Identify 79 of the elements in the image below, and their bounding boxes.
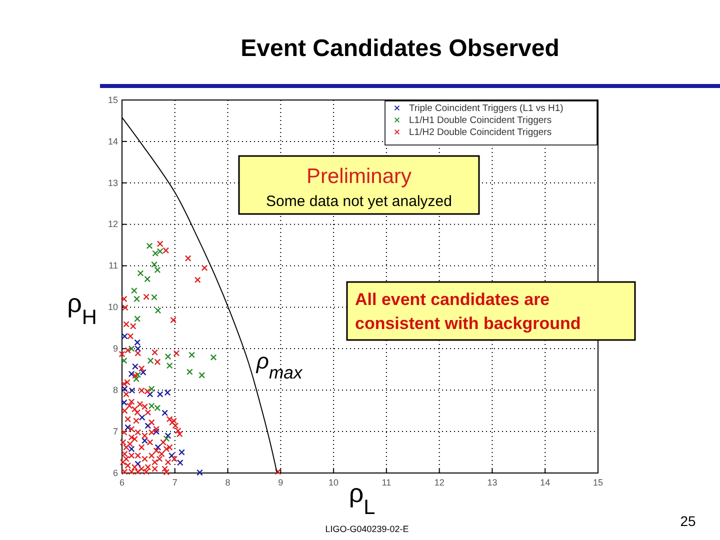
point — [144, 276, 151, 282]
y-tick-label: 7 — [112, 426, 118, 436]
point — [153, 428, 160, 435]
x-tick-label: 13 — [487, 477, 498, 488]
note-box: All event candidates are consistent with background — [346, 281, 636, 341]
point — [142, 437, 148, 444]
point — [138, 414, 146, 421]
point — [124, 424, 132, 431]
point — [128, 446, 135, 452]
point — [148, 386, 155, 392]
x-tick-label: 9 — [278, 477, 284, 488]
point — [162, 410, 168, 416]
y-tick-label: 11 — [108, 260, 118, 271]
y-tick-label: 8 — [112, 384, 118, 395]
point — [178, 449, 185, 456]
point — [154, 266, 161, 274]
x-tick-label: 14 — [540, 477, 550, 488]
point — [128, 345, 135, 352]
text: LIGO-G040239-02-E — [325, 524, 409, 534]
point — [164, 432, 172, 439]
point — [176, 459, 184, 466]
y-tick-label: 6 — [112, 468, 118, 478]
annotation: All event candidates are consistent with background — [355, 290, 581, 333]
chart-title: Event Candidates Observed — [240, 35, 560, 62]
point — [121, 333, 128, 340]
point — [120, 357, 128, 364]
x-tick-label: 15 — [592, 477, 604, 488]
point — [137, 270, 144, 276]
annotation: Some data not yet analyzed — [266, 193, 452, 210]
point — [186, 368, 193, 376]
point — [198, 372, 206, 378]
series-label: ρ$_{max}$ — [255, 348, 304, 382]
point — [134, 339, 141, 346]
point — [154, 444, 162, 451]
y-tick-label: 12 — [108, 219, 118, 230]
point — [151, 294, 158, 300]
point — [210, 354, 217, 361]
point — [154, 307, 162, 314]
y-tick-label: 14 — [108, 136, 118, 146]
point — [133, 376, 140, 382]
point — [134, 316, 141, 322]
point — [134, 372, 142, 378]
point — [140, 369, 146, 376]
point — [163, 435, 170, 442]
y-tick-label: 10 — [108, 302, 118, 312]
point — [134, 345, 142, 352]
x-axis-title: ρ$_{L}$ — [348, 478, 376, 518]
note-box: Preliminary Some data not yet analyzed — [238, 155, 480, 215]
y-tick-label: 15 — [108, 94, 118, 105]
legend-label: L1/H1 Double Coincident Triggers — [409, 115, 552, 126]
y-tick-label: 13 — [108, 178, 118, 188]
point — [196, 469, 203, 476]
point — [146, 242, 153, 250]
point — [130, 287, 138, 294]
x-tick-label: 12 — [434, 477, 444, 488]
point — [147, 357, 154, 364]
point — [134, 460, 142, 468]
x-tick-label: 6 — [119, 477, 125, 488]
legend-label: L1/H2 Double Coincident Triggers — [409, 127, 552, 138]
x-tick-label: 11 — [382, 477, 392, 488]
point — [132, 363, 138, 370]
point — [144, 422, 152, 429]
x-tick-label: 10 — [328, 477, 339, 488]
x-tick-label: 7 — [172, 477, 178, 488]
point — [146, 391, 154, 398]
point — [120, 399, 128, 406]
y-axis-title: ρ$_{H}$ — [67, 288, 97, 328]
point — [128, 370, 135, 378]
point — [168, 452, 175, 459]
point — [164, 353, 172, 360]
y-tick-label: 9 — [112, 344, 118, 354]
x-tick-label: 8 — [225, 477, 230, 488]
point — [188, 352, 196, 358]
text: 25 — [680, 513, 696, 529]
point — [134, 296, 140, 302]
point — [166, 362, 173, 369]
point — [151, 261, 158, 268]
annotation: Preliminary — [306, 165, 412, 188]
legend-label: Triple Coincident Triggers (L1 vs H1) — [409, 103, 564, 114]
